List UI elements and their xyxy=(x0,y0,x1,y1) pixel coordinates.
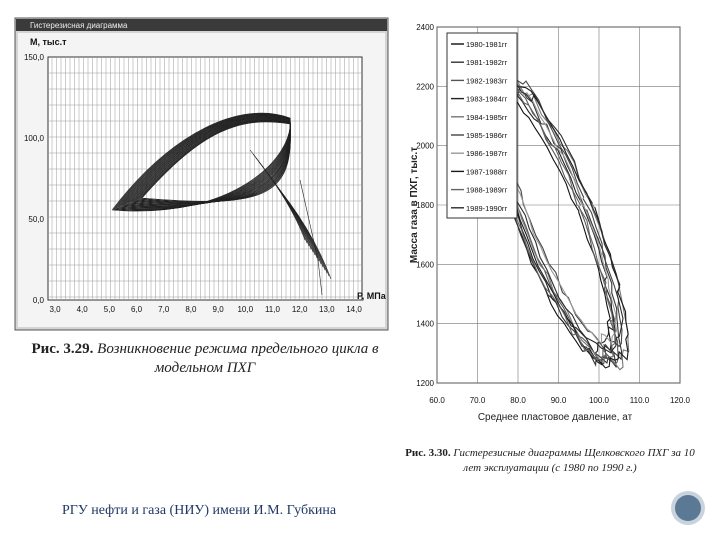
x-tick-label: 12,0 xyxy=(292,305,308,314)
x-tick-label: 90.0 xyxy=(551,396,567,405)
x-tick-label: 70.0 xyxy=(470,396,486,405)
y-axis-label: Масса газа в ПХГ, тыс.т xyxy=(409,147,420,263)
legend-label: 1980-1981гг xyxy=(466,40,508,49)
x-tick-label: 120.0 xyxy=(670,396,691,405)
caption-number: Рис. 3.29. xyxy=(31,341,94,357)
curve xyxy=(141,121,291,202)
legend-label: 1981-1982гг xyxy=(466,58,508,67)
x-tick-label: 100.0 xyxy=(589,396,610,405)
caption: Рис. 3.29. Возникновение режима предельн… xyxy=(30,340,380,378)
curve xyxy=(489,75,629,369)
x-tick-label: 4,0 xyxy=(77,305,89,314)
y-tick-label: 100,0 xyxy=(24,134,45,143)
y-tick-label: 1400 xyxy=(416,320,434,329)
y-tick-label: 2400 xyxy=(416,23,434,32)
x-axis-label: Среднее пластовое давление, ат xyxy=(478,412,633,423)
window-title-bar xyxy=(16,19,387,31)
y-tick-label: 50,0 xyxy=(28,215,44,224)
window-title: Гистерезисная диаграмма xyxy=(30,21,128,30)
legend-label: 1988-1989гг xyxy=(466,186,508,195)
nav-button[interactable] xyxy=(675,495,701,521)
tick-labels: 2400 2200 2000 1800 1600 1400 1200 60.0 70.0 80.0… xyxy=(416,23,690,405)
legend-label: 1989-1990гг xyxy=(466,204,508,213)
x-tick-label: 9,0 xyxy=(213,305,225,314)
x-tick-label: 8,0 xyxy=(185,305,197,314)
curve xyxy=(288,201,332,280)
y-tick-label: 2200 xyxy=(416,82,434,91)
curve xyxy=(299,179,323,296)
y-tick-label: 1800 xyxy=(416,201,434,210)
x-tick-label: 5,0 xyxy=(104,305,116,314)
y-tick-label: 150,0 xyxy=(24,53,45,62)
x-tick-label: 7,0 xyxy=(158,305,170,314)
y-axis-label: М, тыс.т xyxy=(30,37,67,47)
legend-label: 1986-1987гг xyxy=(466,149,508,158)
x-tick-label: 110.0 xyxy=(630,396,650,405)
curves xyxy=(484,58,630,371)
legend-label: 1983-1984гг xyxy=(466,95,508,104)
curves xyxy=(111,112,332,296)
caption-text: Гистерезисные диаграммы Щелковского ПХГ … xyxy=(453,447,695,474)
x-tick-label: 14,0 xyxy=(346,305,362,314)
legend-box xyxy=(446,32,518,219)
tick-labels: 150,0 100,0 50,0 0,0 3,0 4,0 5,0 6,0 7,0 8,0 9,0 10… xyxy=(24,53,362,314)
x-tick-label: 60.0 xyxy=(429,396,445,405)
x-tick-label: 10,0 xyxy=(237,305,253,314)
x-tick-label: 6,0 xyxy=(131,305,143,314)
y-tick-label: 2000 xyxy=(416,142,434,151)
legend-label: 1987-1988гг xyxy=(466,167,508,176)
y-tick-label: 1600 xyxy=(416,260,434,269)
legend-label: 1982-1983гг xyxy=(466,76,508,85)
y-tick-label: 1200 xyxy=(416,379,434,388)
legend-label: 1985-1986гг xyxy=(466,131,508,140)
legend-label: 1984-1985гг xyxy=(466,113,508,122)
curve xyxy=(492,76,618,345)
footer: РГУ нефти и газа (НИУ) имени И.М. Губкин… xyxy=(62,503,337,518)
x-tick-label: 11,0 xyxy=(265,305,281,314)
x-tick-label: 13,0 xyxy=(319,305,335,314)
curve xyxy=(495,74,624,354)
x-axis-label: Р, МПа xyxy=(357,291,387,301)
caption: Рис. 3.30. Гистерезисные диаграммы Щелко… xyxy=(404,446,696,476)
caption-text: Возникновение режима предельного цикла в… xyxy=(97,341,379,376)
caption-number: Рис. 3.30. xyxy=(405,447,451,459)
x-tick-label: 80.0 xyxy=(510,396,526,405)
x-tick-label: 3,0 xyxy=(49,305,61,314)
legend: 1980-1981гг 1981-1982гг 1982-1983гг 1983-19… xyxy=(451,40,508,213)
y-tick-label: 0,0 xyxy=(33,296,45,305)
grid xyxy=(47,56,363,301)
